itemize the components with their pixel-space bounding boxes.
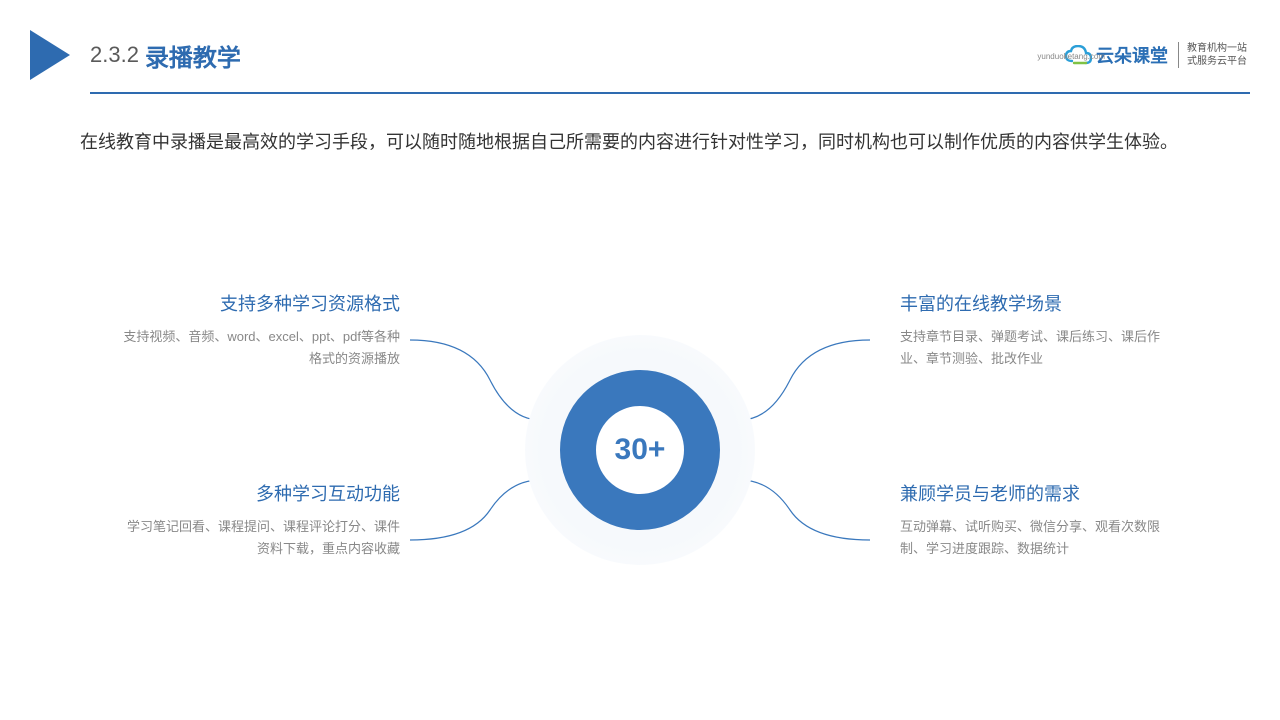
feature-diagram: 30+ 支持多种学习资源格式 支持视频、音频、word、excel、ppt、pd…	[0, 250, 1280, 650]
feature-bottom-right: 兼顾学员与老师的需求 互动弹幕、试听购买、微信分享、观看次数限制、学习进度跟踪、…	[900, 480, 1180, 560]
feature-title: 丰富的在线教学场景	[900, 290, 1180, 316]
center-ring: 30+	[560, 370, 720, 530]
connector-bottom-left	[410, 480, 540, 540]
logo-subtext: yunduoketang.com	[1037, 52, 1105, 61]
feature-desc: 互动弹幕、试听购买、微信分享、观看次数限制、学习进度跟踪、数据统计	[900, 516, 1180, 560]
feature-top-left: 支持多种学习资源格式 支持视频、音频、word、excel、ppt、pdf等各种…	[120, 290, 400, 370]
feature-title: 支持多种学习资源格式	[120, 290, 400, 316]
feature-top-right: 丰富的在线教学场景 支持章节目录、弹题考试、课后练习、课后作业、章节测验、批改作…	[900, 290, 1180, 370]
title-underline	[90, 92, 1250, 94]
center-value: 30+	[615, 433, 666, 467]
header-left: 2.3.2 录播教学	[30, 30, 241, 80]
feature-bottom-left: 多种学习互动功能 学习笔记回看、课程提问、课程评论打分、课件资料下载，重点内容收…	[120, 480, 400, 560]
intro-paragraph: 在线教育中录播是最高效的学习手段，可以随时随地根据自己所需要的内容进行针对性学习…	[80, 125, 1200, 159]
feature-desc: 学习笔记回看、课程提问、课程评论打分、课件资料下载，重点内容收藏	[120, 516, 400, 560]
connector-bottom-right	[740, 480, 870, 540]
play-triangle-icon	[30, 30, 70, 80]
feature-desc: 支持章节目录、弹题考试、课后练习、课后作业、章节测验、批改作业	[900, 326, 1180, 370]
section-title: 录播教学	[145, 38, 241, 73]
feature-desc: 支持视频、音频、word、excel、ppt、pdf等各种格式的资源播放	[120, 326, 400, 370]
section-number: 2.3.2	[90, 42, 139, 68]
connector-top-right	[740, 340, 870, 420]
logo-tagline: 教育机构一站式服务云平台	[1178, 42, 1250, 68]
center-halo: 30+	[525, 335, 755, 565]
logo-text: 云朵课堂	[1096, 42, 1168, 68]
feature-title: 多种学习互动功能	[120, 480, 400, 506]
feature-title: 兼顾学员与老师的需求	[900, 480, 1180, 506]
connector-top-left	[410, 340, 540, 420]
